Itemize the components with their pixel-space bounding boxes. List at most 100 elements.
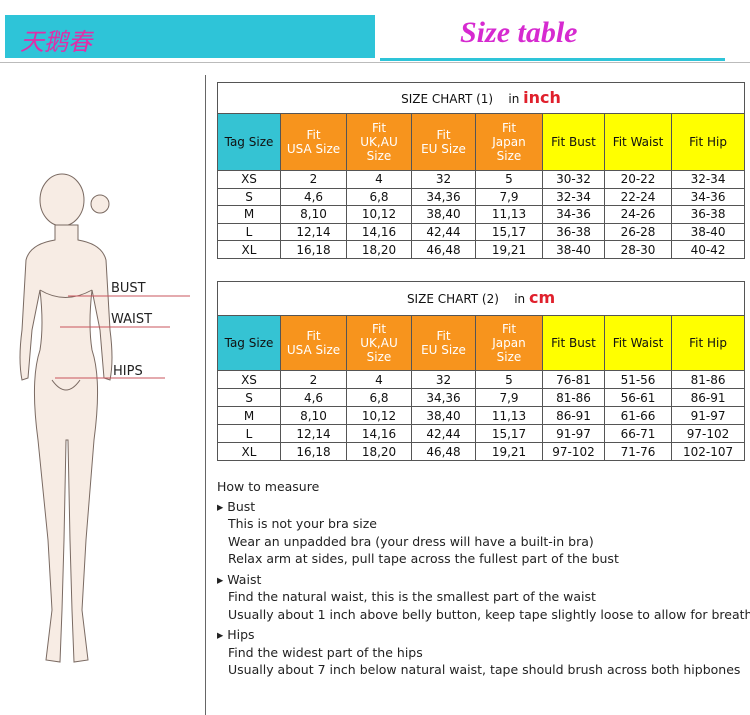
header-line: Fit xyxy=(436,128,451,142)
data-row: XS 2 4 32 5 76-81 51-56 81-86 xyxy=(217,370,746,389)
cell: 2 xyxy=(280,370,347,389)
cell: XS xyxy=(217,370,281,389)
size-table: SIZE CHART (2) in cm Tag Size Fit USA Size F… xyxy=(216,281,746,461)
instruction-line-text: Usually about 1 inch above belly button,… xyxy=(228,606,750,622)
unit-prefix: in xyxy=(514,292,526,306)
cell: 11,13 xyxy=(475,205,543,224)
cell: 5 xyxy=(475,370,543,389)
instruction-line-text: This is not your bra size xyxy=(228,516,377,531)
cell: 86-91 xyxy=(670,388,746,407)
divider xyxy=(0,62,750,63)
section-heading-text: Hips xyxy=(227,627,255,642)
title-row: SIZE CHART (2) in cm xyxy=(216,281,746,316)
cell: 86-91 xyxy=(542,406,605,425)
cell: 32-34 xyxy=(542,187,605,207)
header-row: Tag Size Fit USA Size Fit UK,AU Size Fit EU Siz… xyxy=(217,113,746,171)
header-cell: Fit UK,AU Size xyxy=(346,315,412,371)
cell: 30-32 xyxy=(542,170,605,189)
instructions-title: How to measure xyxy=(217,479,319,494)
cell: 81-86 xyxy=(670,370,746,389)
header-line: Fit xyxy=(436,329,451,343)
section-heading: ▸ Hips xyxy=(217,627,255,642)
cell: 19,21 xyxy=(475,240,543,259)
cell: 42,44 xyxy=(411,424,476,443)
table-title: SIZE CHART (2) in cm xyxy=(216,281,746,316)
header-cell: Fit Waist xyxy=(604,315,672,371)
header-line: UK,AU xyxy=(360,336,398,350)
instruction-line: Wear an unpadded bra (your dress will ha… xyxy=(228,534,594,549)
unit: cm xyxy=(528,288,556,307)
cell: L xyxy=(217,424,281,443)
cell: 91-97 xyxy=(670,406,746,425)
cell: 6,8 xyxy=(346,187,412,207)
cell: S xyxy=(217,388,281,407)
data-row: XL 16,18 18,20 46,48 19,21 38-40 28-30 40-42 xyxy=(217,240,746,259)
instruction-line: Relax arm at sides, pull tape across the… xyxy=(228,551,619,566)
size-table: SIZE CHART (1) in inch Tag Size Fit USA Siz… xyxy=(216,82,746,259)
cell: 4,6 xyxy=(280,388,347,407)
header-line: USA Size xyxy=(286,142,341,156)
figure-label: WAIST xyxy=(111,312,152,327)
cell: 34-36 xyxy=(670,187,746,207)
cell: 97-102 xyxy=(670,424,746,443)
divider xyxy=(205,75,206,715)
cell: 8,10 xyxy=(280,406,347,425)
header-line: Fit Bust xyxy=(551,336,596,350)
figure-label: BUST xyxy=(111,281,146,296)
bullet: ▸ xyxy=(217,571,228,587)
header-cell: Fit USA Size xyxy=(280,113,347,171)
cell: 11,13 xyxy=(475,406,543,425)
gap xyxy=(499,292,514,306)
bullet: ▸ xyxy=(217,498,228,514)
cell: 66-71 xyxy=(604,424,672,443)
instruction-line: Find the widest part of the hips xyxy=(228,645,423,660)
cell: 12,14 xyxy=(280,222,347,242)
data-row: XS 2 4 32 5 30-32 20-22 32-34 xyxy=(217,170,746,189)
instruction-line-text: Usually about 7 inch below natural waist… xyxy=(228,662,741,677)
cell: 24-26 xyxy=(604,205,672,224)
header-line: Fit xyxy=(371,322,387,336)
section-heading: ▸ Waist xyxy=(217,572,261,587)
cell: 22-24 xyxy=(604,187,672,207)
cell: 4 xyxy=(346,370,412,389)
header-cell: Fit Bust xyxy=(542,315,605,371)
header-cell: Tag Size xyxy=(217,113,281,171)
header-line: Fit xyxy=(306,329,321,343)
cell: 81-86 xyxy=(542,388,605,407)
header-cell: Fit EU Size xyxy=(411,315,476,371)
instruction-line-text: Find the natural waist, this is the smal… xyxy=(228,589,596,604)
logo-band xyxy=(5,15,375,58)
header-cell: Fit Japan Size xyxy=(475,315,543,371)
cell: 4,6 xyxy=(280,187,347,207)
header-cell: Fit Bust xyxy=(542,113,605,171)
cell: 15,17 xyxy=(475,222,543,242)
section-heading-text: Bust xyxy=(227,498,256,514)
cell: 46,48 xyxy=(411,442,476,461)
cell: 38-40 xyxy=(670,222,746,242)
cell: M xyxy=(217,205,281,224)
cell: 38,40 xyxy=(411,205,476,224)
cell: 7,9 xyxy=(475,187,543,207)
cell: 18,20 xyxy=(346,240,412,259)
cell: 16,18 xyxy=(280,442,347,461)
cell: 34,36 xyxy=(411,388,476,407)
cell: 46,48 xyxy=(411,240,476,259)
cell: 102-107 xyxy=(670,442,746,461)
title-row: SIZE CHART (1) in inch xyxy=(216,82,746,114)
section-heading-text: Waist xyxy=(227,571,262,587)
cell: 34,36 xyxy=(411,187,476,207)
cell: 56-61 xyxy=(604,388,672,407)
cell: 32 xyxy=(411,370,476,389)
table-title-text: SIZE CHART (1) xyxy=(401,91,494,106)
instruction-line: Usually about 1 inch above belly button,… xyxy=(228,607,750,622)
cell: 2 xyxy=(280,170,347,189)
cell: 38-40 xyxy=(542,240,605,259)
cell: 28-30 xyxy=(604,240,672,259)
cell: 15,17 xyxy=(475,424,543,443)
cell: 12,14 xyxy=(280,424,347,443)
instruction-line-text: Wear an unpadded bra (your dress will ha… xyxy=(228,533,594,549)
header-line: Fit Hip xyxy=(689,135,727,149)
cell: 6,8 xyxy=(346,388,412,407)
cell: 36-38 xyxy=(670,205,746,224)
